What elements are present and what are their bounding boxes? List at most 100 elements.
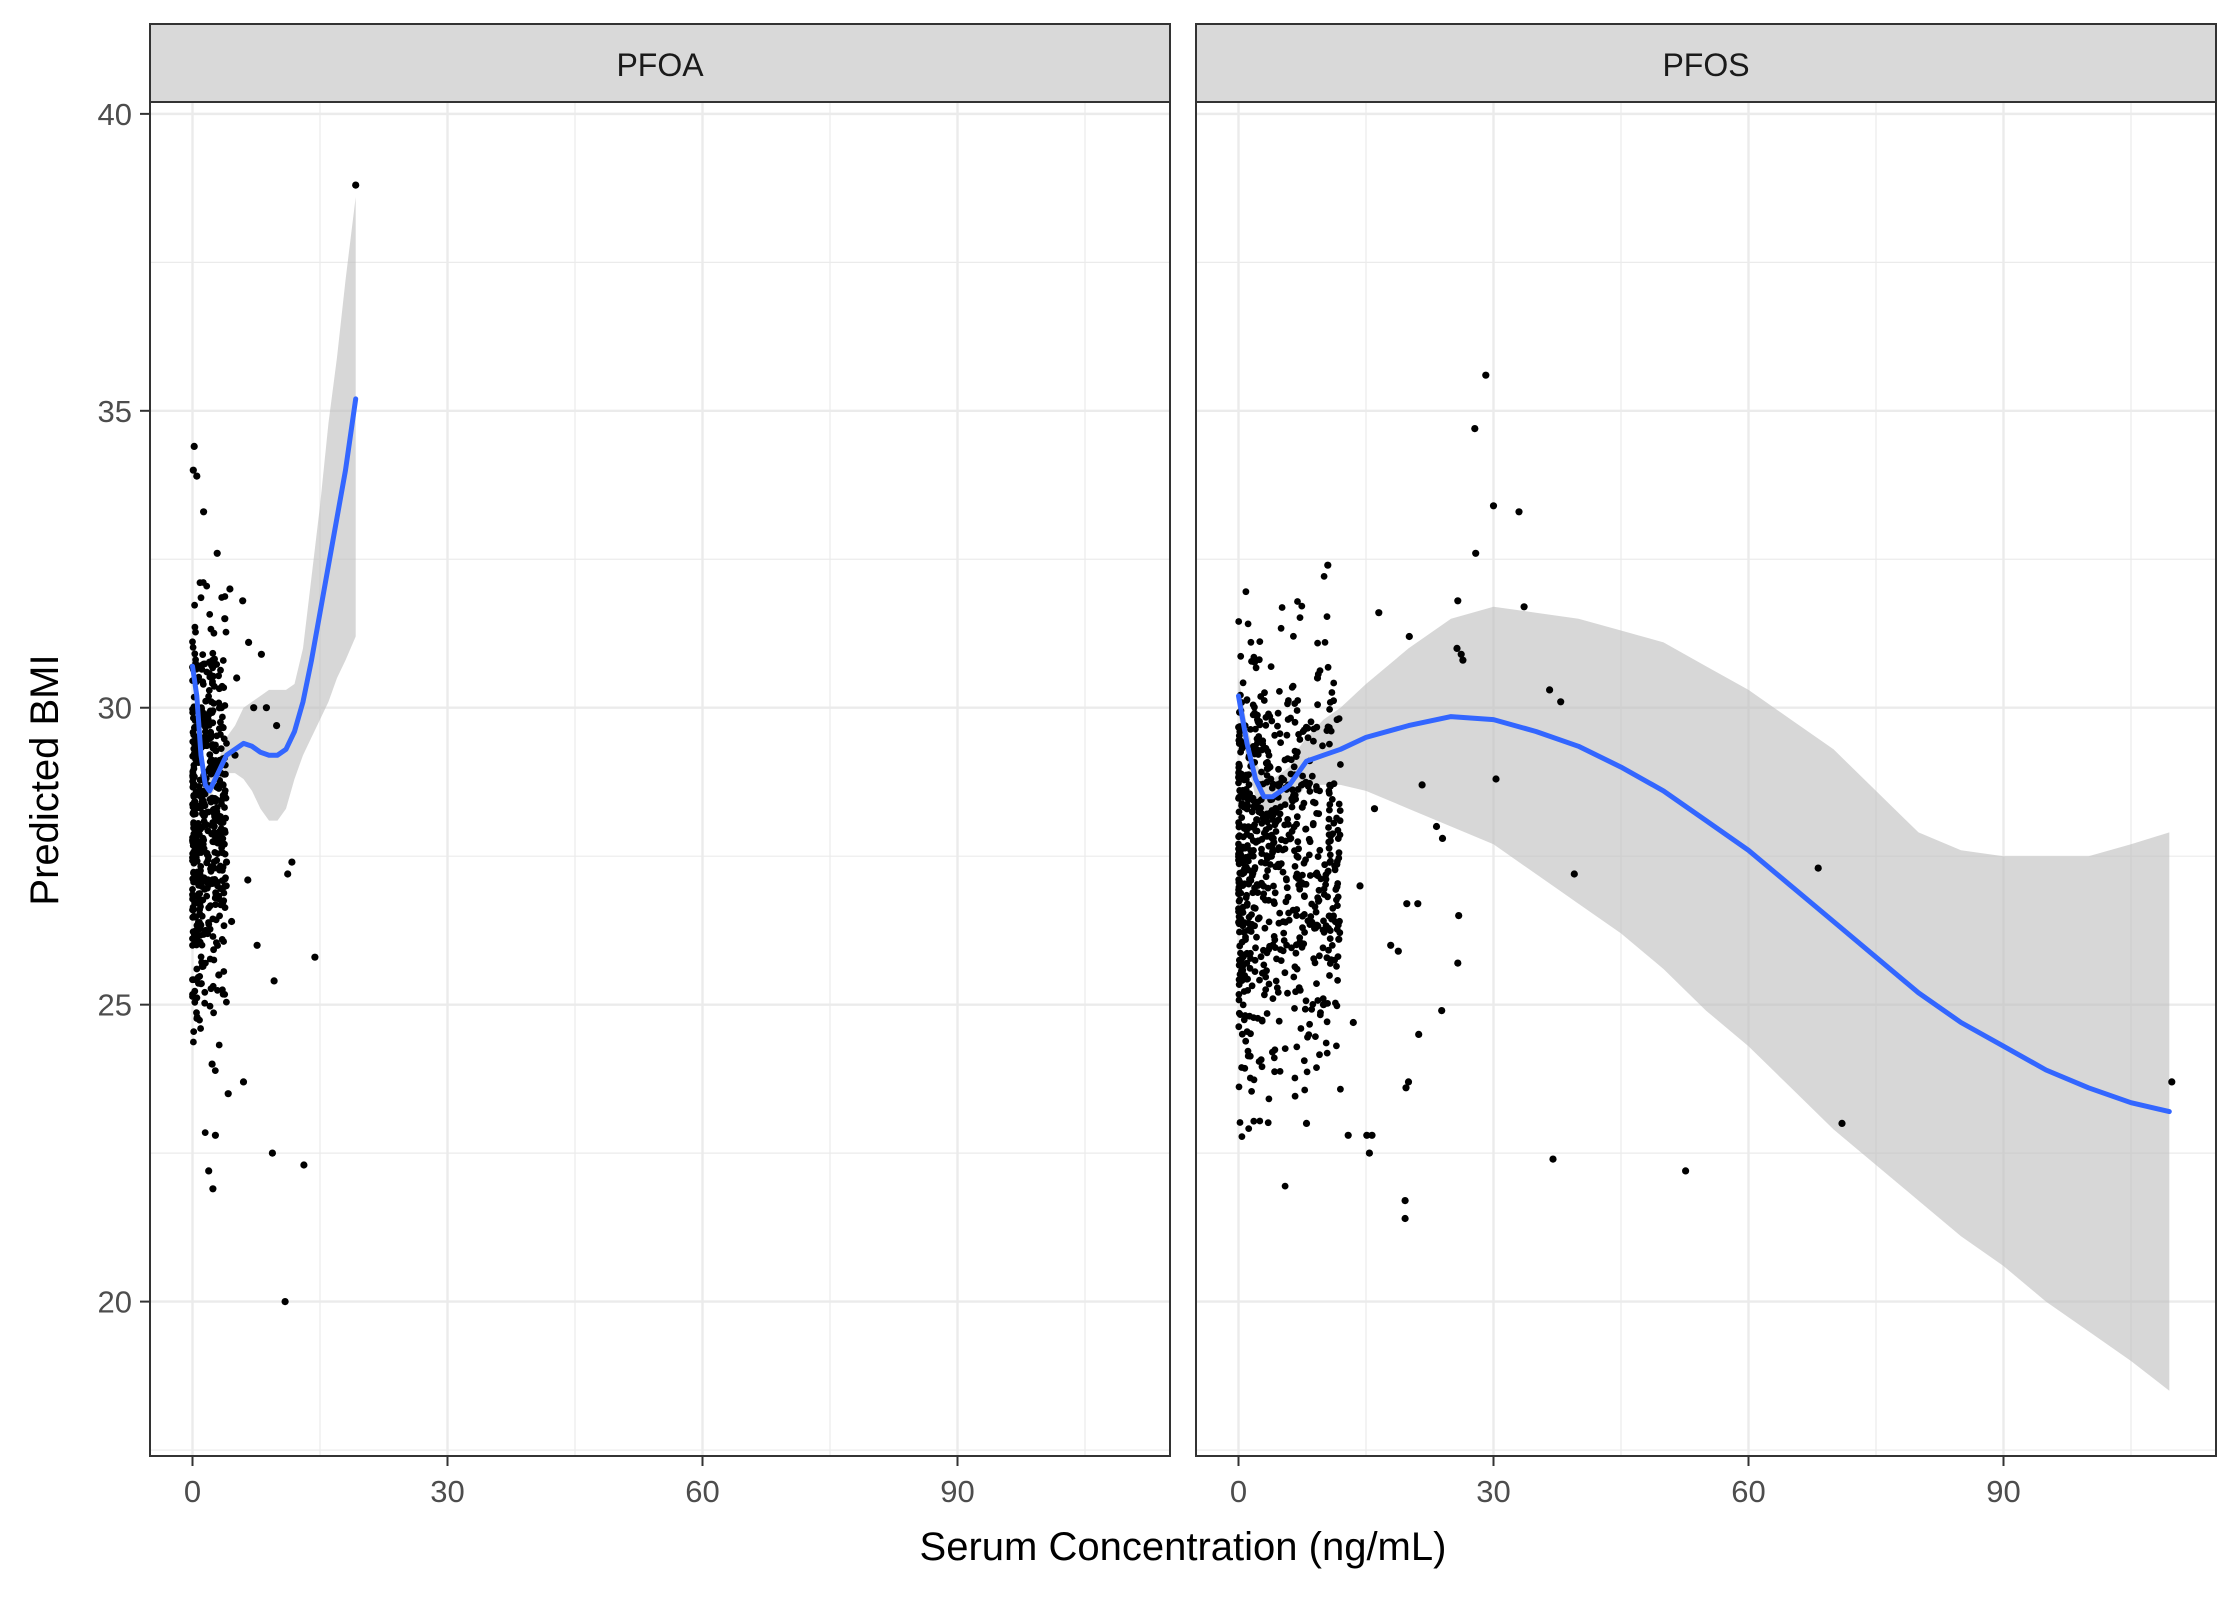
data-point xyxy=(1257,953,1265,961)
data-point xyxy=(214,987,221,994)
data-point xyxy=(1243,975,1251,983)
data-point xyxy=(205,1167,213,1175)
data-point xyxy=(1349,1018,1357,1027)
data-point xyxy=(189,903,197,911)
data-point xyxy=(1256,1117,1264,1125)
data-point xyxy=(190,870,198,877)
data-point xyxy=(1335,854,1343,862)
data-point xyxy=(1459,656,1467,664)
data-point xyxy=(1236,1119,1244,1126)
data-point xyxy=(1243,949,1251,957)
data-point xyxy=(218,877,226,884)
data-point xyxy=(1312,1033,1319,1040)
data-point xyxy=(190,442,198,450)
data-point xyxy=(199,787,207,795)
data-point xyxy=(1265,946,1273,953)
data-point xyxy=(199,840,207,848)
data-point xyxy=(1261,991,1268,999)
data-point xyxy=(218,594,226,601)
data-point xyxy=(1335,800,1343,808)
data-point xyxy=(1334,902,1341,909)
data-point xyxy=(1453,644,1461,653)
data-point xyxy=(1344,1131,1352,1139)
data-point xyxy=(223,740,230,747)
data-point xyxy=(1287,834,1295,842)
data-point xyxy=(1280,937,1288,944)
data-point xyxy=(209,876,217,883)
data-point xyxy=(1319,944,1327,952)
data-point xyxy=(1306,921,1314,928)
data-point xyxy=(215,672,223,680)
data-point xyxy=(1334,977,1341,984)
data-point xyxy=(1394,947,1402,955)
x-axis-title: Serum Concentration (ng/mL) xyxy=(920,1525,1447,1569)
data-point xyxy=(1252,944,1259,952)
data-point xyxy=(1241,844,1249,852)
data-point xyxy=(1235,897,1243,905)
data-point xyxy=(1313,921,1321,929)
data-point xyxy=(1248,982,1256,990)
data-point xyxy=(1265,918,1273,926)
data-point xyxy=(1297,1025,1305,1032)
data-point xyxy=(189,893,197,900)
data-point xyxy=(1260,961,1268,969)
data-point xyxy=(190,745,198,753)
confidence-ribbon-pfoa xyxy=(192,197,356,821)
data-point xyxy=(1247,638,1255,646)
data-point xyxy=(1300,880,1308,888)
data-point xyxy=(262,704,270,712)
data-point xyxy=(1570,870,1578,878)
data-point xyxy=(1283,884,1291,892)
data-point xyxy=(193,472,201,480)
data-point xyxy=(1271,731,1279,739)
data-point xyxy=(1268,831,1275,839)
data-point xyxy=(1246,1052,1254,1060)
data-point xyxy=(1265,811,1272,819)
data-point xyxy=(1240,859,1247,867)
data-point xyxy=(220,968,228,975)
data-point xyxy=(1235,1083,1243,1091)
data-point xyxy=(1557,698,1565,706)
data-point xyxy=(1387,941,1395,949)
data-point xyxy=(1365,1149,1373,1157)
data-point xyxy=(1235,618,1243,625)
data-point xyxy=(1814,864,1822,872)
data-point xyxy=(1319,742,1326,750)
data-point xyxy=(216,725,223,732)
data-point xyxy=(191,798,198,806)
data-point xyxy=(1253,881,1261,888)
data-point xyxy=(1270,1054,1278,1062)
data-point xyxy=(1260,890,1268,898)
smooth-line-pfos xyxy=(1236,693,2172,1115)
data-point xyxy=(1302,1119,1311,1127)
data-point xyxy=(1293,748,1301,756)
data-point xyxy=(1281,801,1289,808)
data-point xyxy=(1240,1016,1248,1024)
data-point xyxy=(1258,768,1265,776)
data-point xyxy=(1288,944,1295,952)
data-point xyxy=(1247,877,1255,884)
data-point xyxy=(1258,1063,1266,1071)
data-point xyxy=(201,1129,209,1136)
data-point xyxy=(1292,988,1299,996)
data-point xyxy=(1237,908,1245,916)
data-point xyxy=(1237,652,1245,660)
data-point xyxy=(1333,716,1341,724)
data-point xyxy=(197,867,204,874)
data-point xyxy=(1301,1086,1309,1094)
data-point xyxy=(209,766,217,774)
data-point xyxy=(1438,834,1447,843)
data-point xyxy=(212,901,219,908)
ribbon-area xyxy=(1238,606,2170,1391)
data-point xyxy=(1263,967,1270,975)
data-point xyxy=(207,902,214,910)
data-point xyxy=(1291,1005,1298,1012)
data-point xyxy=(1324,561,1332,569)
data-point xyxy=(1244,1047,1252,1055)
data-point xyxy=(1293,912,1300,919)
data-point xyxy=(1333,861,1341,868)
data-point xyxy=(189,886,196,893)
data-point xyxy=(214,850,222,857)
data-point xyxy=(199,680,207,688)
data-point xyxy=(217,745,225,752)
